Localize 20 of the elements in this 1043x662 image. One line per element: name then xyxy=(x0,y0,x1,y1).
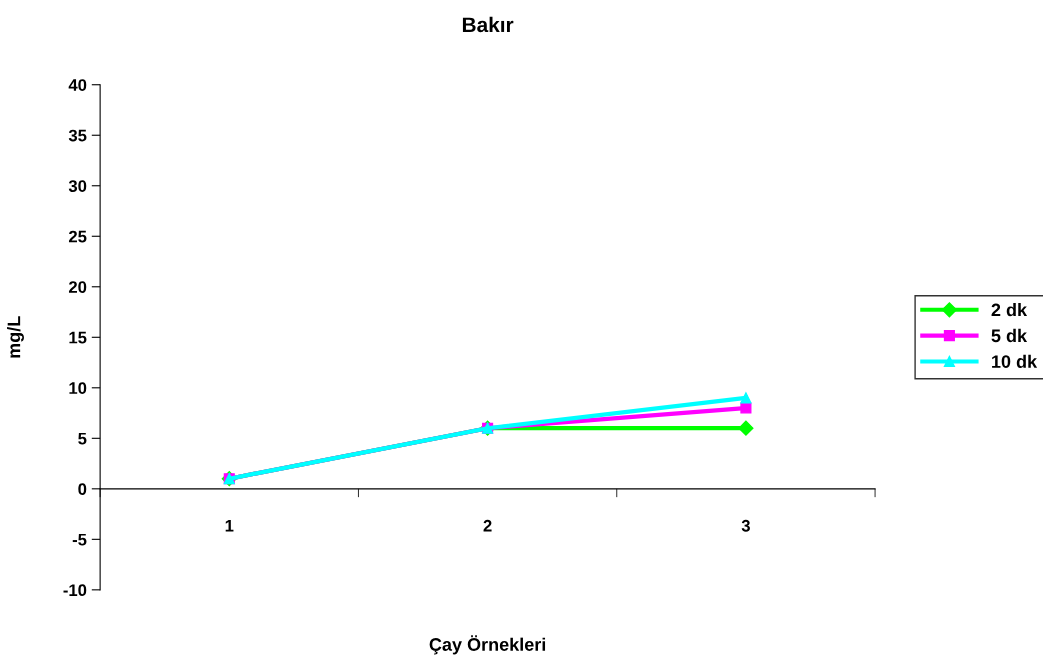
y-tick-label: 20 xyxy=(68,281,87,293)
x-axis-title: Çay Örnekleri xyxy=(429,635,546,655)
x-tick-label: 1 xyxy=(225,519,234,532)
y-axis-title: mg/L xyxy=(7,316,24,358)
legend-label: 2 dk xyxy=(991,303,1028,317)
y-tick-label: 15 xyxy=(69,331,87,344)
y-tick-label: 35 xyxy=(68,129,87,142)
y-tick-label: 10 xyxy=(69,382,87,394)
chart-title: Bakır xyxy=(462,16,514,33)
y-tick-label: 0 xyxy=(78,483,87,496)
x-tick-label: 2 xyxy=(483,519,492,532)
y-tick-label: 5 xyxy=(78,432,87,445)
legend-label: 10 dk xyxy=(992,354,1038,368)
y-tick-label: 40 xyxy=(68,79,87,91)
y-tick-label: -5 xyxy=(72,533,87,546)
y-tick-label: 25 xyxy=(68,230,87,243)
x-tick-label: 3 xyxy=(741,519,750,532)
y-tick-label: 30 xyxy=(68,180,87,192)
legend-label: 5 dk xyxy=(991,328,1028,343)
y-tick-label: -10 xyxy=(63,584,87,597)
